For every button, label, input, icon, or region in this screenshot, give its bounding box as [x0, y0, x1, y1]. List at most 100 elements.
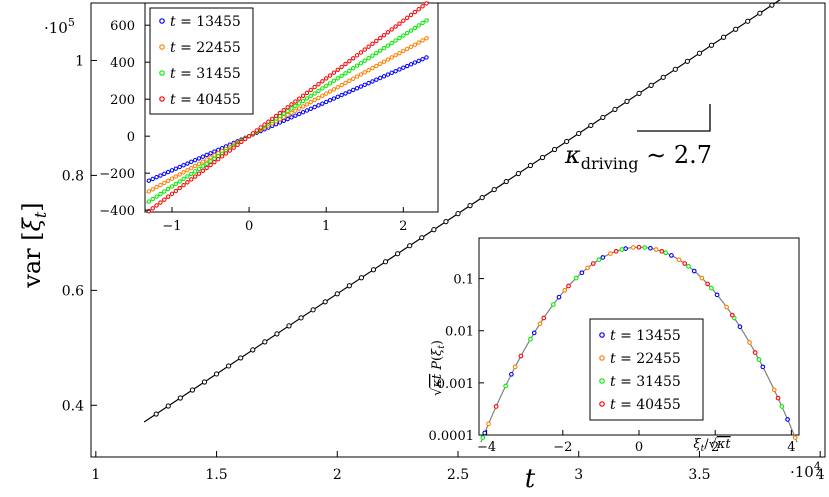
inset2-legend-marker — [599, 378, 605, 384]
inset1-data-point — [165, 178, 171, 184]
main-data-point — [612, 106, 618, 113]
inset1-data-point — [358, 72, 364, 77]
inset1-data-point — [293, 108, 298, 113]
inset2-y-tick-label: 0.01 — [445, 325, 474, 340]
inset1-data-point — [173, 181, 179, 187]
inset1-data-point — [393, 38, 398, 43]
inset1-data-point — [289, 115, 294, 120]
inset1-data-point — [420, 20, 425, 26]
inset2-data-point — [724, 304, 729, 310]
inset2-data-point — [512, 364, 518, 370]
inset1-data-point — [370, 79, 375, 84]
inset2-data-point — [648, 245, 653, 251]
main-data-point — [576, 130, 582, 137]
main-fit-line — [143, 0, 781, 423]
main-data-point — [745, 18, 751, 24]
inset1-legend-label: t = 22455 — [170, 40, 241, 56]
main-data-point — [455, 211, 461, 217]
inset1-data-point — [270, 116, 275, 122]
inset1-data-point — [389, 70, 394, 76]
main-data-point — [696, 50, 703, 56]
inset2-data-point — [636, 244, 642, 250]
inset1-data-point — [335, 85, 340, 90]
inset1-data-point — [327, 81, 333, 86]
inset1-data-point — [300, 104, 306, 109]
inset1-data-point — [393, 53, 398, 58]
inset1-data-point — [354, 74, 360, 79]
inset1-data-point — [416, 7, 421, 12]
inset1-data-point — [401, 18, 406, 23]
inset1-data-point — [273, 113, 279, 119]
main-data-point — [310, 307, 316, 313]
main-data-point — [733, 26, 739, 32]
main-data-point — [334, 291, 340, 297]
inset2-data-point — [493, 404, 499, 409]
inset1-data-point — [223, 151, 229, 156]
inset2-legend — [589, 318, 704, 421]
inset1-data-point — [389, 55, 394, 60]
inset1-data-point — [181, 163, 186, 168]
inset1-data-point — [289, 102, 294, 107]
main-x-tick-label: 3.5 — [688, 467, 710, 483]
inset1-data-point — [281, 114, 286, 120]
inset-linear-chart: −1 0 1 2 −400 −200 0 200 400 600 t = 13455 t = 22… — [99, 1, 439, 234]
inset1-data-point — [208, 162, 213, 168]
inset1-data-point — [370, 41, 375, 47]
inset1-data-point — [146, 178, 152, 183]
main-data-point — [757, 10, 763, 16]
main-x-tick-label: 1.5 — [205, 467, 227, 483]
main-data-point — [177, 395, 183, 401]
inset1-data-point — [424, 1, 429, 6]
inset1-data-point — [323, 76, 329, 81]
inset1-data-point — [404, 46, 410, 52]
inset1-data-point — [196, 161, 202, 167]
inset2-data-point — [613, 248, 619, 254]
inset2-x-tick-label: 0 — [635, 440, 643, 455]
inset1-legend-marker — [159, 70, 165, 76]
inset2-data-point — [480, 435, 486, 440]
inset2-data-point — [619, 247, 625, 252]
inset2-y-tick-label: 0.001 — [437, 377, 474, 392]
main-y-tick-label: 1 — [75, 53, 84, 69]
inset1-data-point — [377, 48, 383, 53]
inset1-data-point — [304, 90, 310, 96]
inset1-data-point — [200, 168, 206, 173]
inset1-data-point — [293, 99, 298, 104]
inset1-data-point — [158, 200, 163, 205]
inset1-data-point — [165, 194, 171, 199]
inset1-data-point — [381, 74, 387, 79]
inset1-data-point — [192, 174, 198, 179]
inset1-data-point — [192, 163, 198, 169]
inset1-data-point — [208, 151, 213, 156]
inset1-data-point — [173, 174, 179, 179]
main-data-point — [708, 42, 715, 48]
inset1-data-point — [185, 168, 190, 173]
main-data-point — [165, 403, 171, 409]
inset1-data-point — [366, 44, 371, 49]
inset1-data-point — [412, 9, 418, 15]
inset1-data-point — [308, 87, 313, 93]
inset1-legend-label: t = 31455 — [170, 66, 241, 82]
inset1-data-point — [254, 128, 260, 133]
inset1-data-point — [169, 191, 175, 197]
inset1-x-tick-label: 0 — [245, 219, 253, 234]
inset1-data-point — [420, 56, 425, 62]
inset1-data-point — [189, 159, 194, 165]
main-y-ticks: 0.4 0.6 0.8 1 — [62, 53, 97, 414]
inset1-data-point — [189, 165, 194, 171]
inset1-data-point — [420, 4, 425, 9]
main-data-point — [226, 363, 232, 369]
inset1-data-point — [304, 108, 310, 113]
inset2-legend-label: t = 40455 — [610, 397, 681, 413]
inset2-data-point — [509, 371, 514, 377]
inset1-data-point — [354, 63, 360, 68]
inset1-data-point — [154, 203, 159, 208]
inset1-data-point — [200, 159, 206, 164]
inset1-data-point — [377, 61, 383, 67]
inset1-data-point — [397, 51, 402, 56]
main-data-point — [201, 379, 208, 385]
inset1-data-point — [185, 161, 190, 166]
inset1-data-point — [177, 179, 182, 184]
main-data-point — [551, 146, 558, 153]
main-data-point — [672, 66, 678, 72]
